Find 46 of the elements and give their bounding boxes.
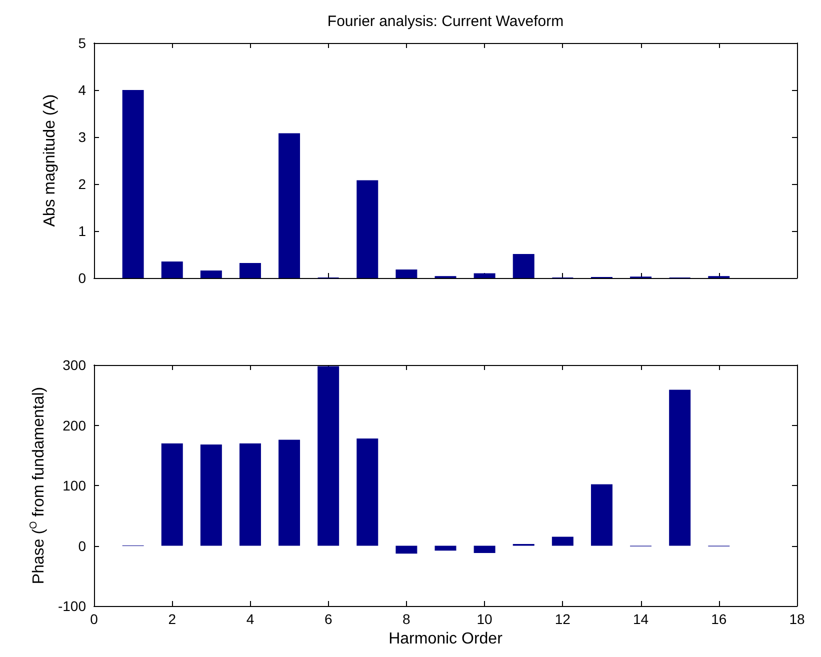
bar [356, 180, 378, 278]
x-tick-label: 0 [90, 611, 98, 627]
y-tick-label: 200 [62, 417, 86, 434]
x-tick-label: 8 [402, 611, 411, 627]
x-tick-label: 2 [168, 611, 176, 627]
y-tick-label: 5 [78, 35, 86, 51]
bar [239, 443, 261, 546]
x-tick-label: 16 [711, 611, 727, 627]
bar [278, 133, 300, 278]
y-tick-label: 2 [78, 176, 86, 192]
y-tick-label: -100 [58, 598, 86, 614]
bar [434, 546, 456, 551]
bar [200, 270, 222, 278]
bar [161, 262, 183, 278]
y-tick-label: 300 [62, 357, 86, 373]
bar [278, 440, 300, 546]
y-tick-label: 0 [78, 270, 86, 286]
x-axis-title: Harmonic Order [388, 630, 504, 648]
y-tick-label: 3 [78, 129, 86, 145]
bar [239, 262, 261, 278]
bar [512, 254, 534, 278]
bar [474, 273, 496, 278]
bar [356, 438, 378, 546]
y-axis-title: Phase (O from fundamental) [28, 386, 48, 584]
bar [590, 484, 612, 546]
chart-title: Fourier analysis: Current Waveform [327, 13, 564, 30]
x-tick-label: 12 [554, 611, 571, 627]
y-tick-label: 0 [78, 538, 86, 554]
x-tick-label: 18 [789, 611, 805, 627]
x-tick-label: 14 [632, 611, 649, 627]
x-tick-label: 6 [324, 611, 332, 627]
bar [318, 366, 340, 546]
bar [200, 444, 222, 546]
bar [161, 443, 183, 546]
bar [122, 90, 144, 278]
bar [474, 546, 496, 553]
y-tick-label: 100 [62, 478, 86, 494]
x-tick-label: 4 [246, 611, 254, 627]
y-tick-label: 4 [78, 82, 86, 98]
bar [552, 536, 574, 546]
bar [669, 390, 691, 546]
x-tick-label: 10 [476, 611, 493, 627]
y-tick-label: 1 [78, 223, 86, 239]
bar [396, 546, 418, 554]
bar [396, 270, 418, 278]
y-axis-title: Abs magnitude (A) [42, 94, 58, 227]
